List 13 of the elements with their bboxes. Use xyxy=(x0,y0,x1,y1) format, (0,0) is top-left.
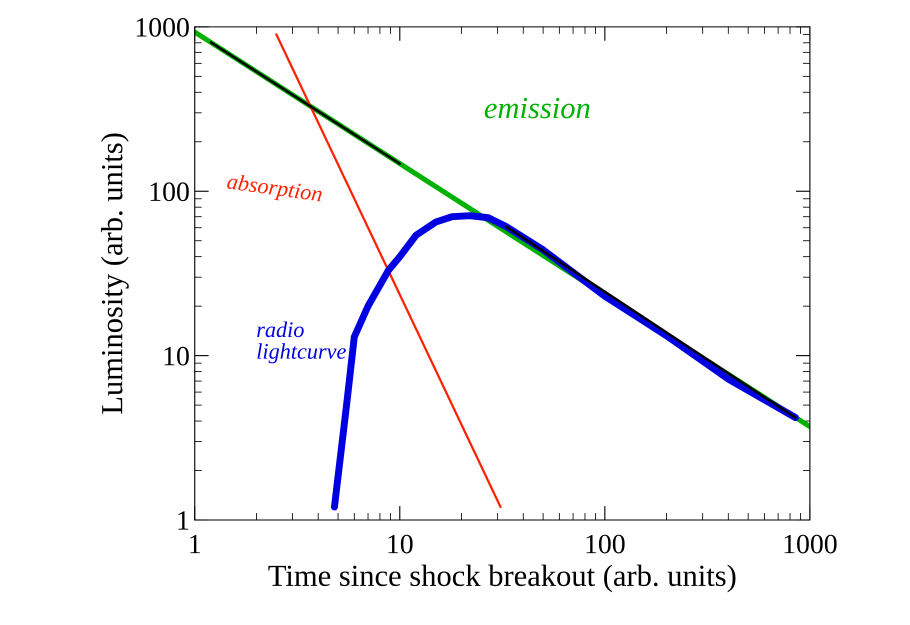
text: emission xyxy=(484,98,590,118)
x-tick-label: 10 xyxy=(388,534,413,554)
y-tick-label: 1 xyxy=(178,511,188,530)
x-tick-label: 1 xyxy=(190,534,200,554)
y-tick-label: 1000 xyxy=(136,18,189,37)
x-tick-label: 1000 xyxy=(784,534,837,554)
x-axis-title: Time since shock breakout (arb. units) xyxy=(268,564,736,592)
series-label: radio lightcurve xyxy=(257,322,346,364)
y-tick-label: 10 xyxy=(164,346,189,366)
text: absorption xyxy=(226,173,323,206)
x-tick-label: 100 xyxy=(586,534,625,554)
y-tick-label: 100 xyxy=(150,182,189,202)
y-axis-title: Luminosity (arb. units) xyxy=(100,133,129,414)
